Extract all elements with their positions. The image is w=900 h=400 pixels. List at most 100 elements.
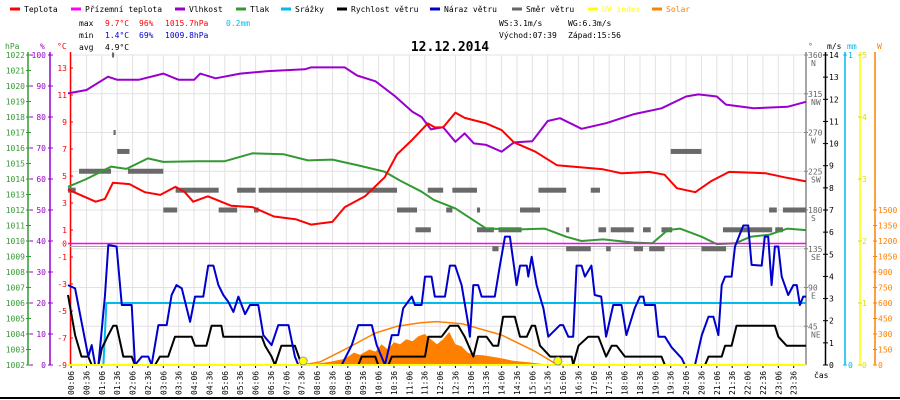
- x-tick-label: 08:06: [313, 371, 322, 395]
- pressure-tick-label: 1019: [6, 98, 25, 107]
- stat-min-pressure: 1009.8hPa: [165, 31, 209, 40]
- legend-item-label[interactable]: Směr větru: [526, 5, 574, 14]
- series-solar-max-line: [303, 320, 559, 366]
- x-tick-label: 11:36: [421, 371, 430, 395]
- series-tlak-line: [67, 152, 807, 246]
- legend-item-label[interactable]: Rychlost větru: [351, 5, 419, 14]
- humidity-tick-label: 40: [36, 237, 46, 246]
- x-tick-label: 18:36: [636, 371, 645, 395]
- temperature-tick-label: 3: [62, 199, 67, 208]
- wind-direction-mark: [175, 187, 219, 193]
- wind-direction-mark: [163, 207, 178, 213]
- wind-direction-mark: [769, 207, 777, 213]
- temperature-tick-label: -5: [57, 307, 67, 316]
- stats-panel: max 9.7°C 96% 1015.7hPa 0.2mm min 1.4°C …: [79, 19, 621, 52]
- pressure-tick-label: 1008: [6, 268, 25, 277]
- precip-tick-label: 0: [848, 361, 853, 370]
- series-teplota-line: [67, 111, 807, 226]
- humidity-tick-label: 60: [36, 175, 46, 184]
- pressure-tick-label: 1014: [6, 175, 25, 184]
- wind-direction-mark: [538, 187, 567, 193]
- uv-tick-label: 5: [862, 51, 867, 60]
- pressure-tick-label: 1017: [6, 129, 25, 138]
- legend-item-label[interactable]: Solar: [666, 5, 690, 14]
- uv-tick-label: 2: [862, 237, 867, 246]
- stat-wind-gust: WG:6.3m/s: [568, 19, 612, 28]
- legend-item-label[interactable]: Tlak: [250, 5, 269, 14]
- legend-item-label[interactable]: UV index: [602, 5, 641, 14]
- pressure-tick-label: 1012: [6, 206, 25, 215]
- x-tick-label: 14:36: [513, 371, 522, 395]
- x-axis-label: čas: [814, 370, 829, 380]
- x-tick-label: 14:06: [498, 371, 507, 395]
- legend-item-label[interactable]: Vlhkost: [189, 5, 223, 14]
- humidity-unit: %: [40, 42, 45, 51]
- x-tick-label: 02:06: [129, 371, 138, 395]
- stat-max-humidity: 96%: [139, 19, 154, 28]
- x-tick-label: 00:36: [82, 371, 91, 395]
- x-tick-label: 10:06: [375, 371, 384, 395]
- wind-direction-mark: [113, 130, 116, 135]
- series-naraz-vetru-line: [67, 224, 806, 366]
- x-tick-label: 04:36: [205, 371, 214, 395]
- pressure-tick-label: 1020: [6, 82, 25, 91]
- temperature-tick-label: -3: [57, 280, 67, 289]
- temperature-tick-label: 7: [62, 145, 67, 154]
- temperature-tick-label: 0: [62, 240, 67, 249]
- wind-tick-label: 2: [829, 317, 834, 326]
- wind-tick-label: 3: [829, 295, 834, 304]
- pressure-tick-label: 1004: [6, 330, 25, 339]
- pressure-tick-label: 1007: [6, 284, 25, 293]
- direction-tick-label: 135: [808, 245, 823, 254]
- x-tick-label: 13:06: [467, 371, 476, 395]
- direction-tick-label: 360: [808, 51, 823, 60]
- x-tick-label: 12:06: [436, 371, 445, 395]
- stat-sunrise: Východ:07:39: [499, 31, 557, 40]
- stat-max-pressure: 1015.7hPa: [165, 19, 209, 28]
- stat-min-humidity: 69%: [139, 31, 154, 40]
- wind-direction-mark: [566, 246, 591, 252]
- legend-item-label[interactable]: Přízemní teplota: [85, 5, 162, 14]
- wind-tick-label: 8: [829, 184, 834, 193]
- x-tick-label: 05:06: [221, 371, 230, 395]
- sunrise-marker: [298, 356, 308, 366]
- temperature-tick-label: -1: [57, 253, 67, 262]
- uv-tick-label: 1: [862, 299, 867, 308]
- wind-direction-mark: [633, 246, 644, 252]
- solar-tick-label: 150: [878, 346, 893, 355]
- legend-item-label[interactable]: Teplota: [24, 5, 58, 14]
- x-tick-label: 23:06: [774, 371, 783, 395]
- x-tick-label: 07:36: [298, 371, 307, 395]
- legend-item-label[interactable]: Srážky: [295, 5, 324, 14]
- solar-tick-label: 1200: [878, 237, 897, 246]
- temperature-tick-label: 9: [62, 118, 67, 127]
- x-tick-label: 18:06: [621, 371, 630, 395]
- wind-direction-mark: [476, 207, 481, 213]
- humidity-tick-label: 80: [36, 113, 46, 122]
- x-tick-label: 17:36: [605, 371, 614, 395]
- stat-avg-temp: 4.9°C: [105, 43, 129, 52]
- x-tick-label: 20:36: [697, 371, 706, 395]
- legend-item-label[interactable]: Náraz větru: [444, 5, 497, 14]
- humidity-tick-label: 50: [36, 206, 46, 215]
- x-tick-label: 17:06: [590, 371, 599, 395]
- wind-tick-label: 0: [829, 361, 834, 370]
- wind-direction-mark: [427, 187, 444, 193]
- wind-direction-mark: [258, 187, 398, 193]
- stat-min-label: min: [79, 31, 94, 40]
- wind-tick-label: 6: [829, 228, 834, 237]
- wind-direction-mark: [775, 227, 783, 233]
- x-tick-label: 15:36: [544, 371, 553, 395]
- temperature-tick-label: 13: [57, 64, 67, 73]
- x-tick-label: 21:36: [728, 371, 737, 395]
- wind-direction-mark: [476, 227, 494, 233]
- wind-tick-label: 4: [829, 272, 834, 281]
- stat-max-temp: 9.7°C: [105, 19, 129, 28]
- humidity-tick-label: 90: [36, 82, 46, 91]
- direction-compass-label: E: [811, 292, 816, 301]
- direction-tick-label: 45: [808, 322, 818, 331]
- uv-tick-label: 3: [862, 175, 867, 184]
- wind-unit: m/s: [827, 42, 842, 51]
- pressure-tick-label: 1018: [6, 113, 25, 122]
